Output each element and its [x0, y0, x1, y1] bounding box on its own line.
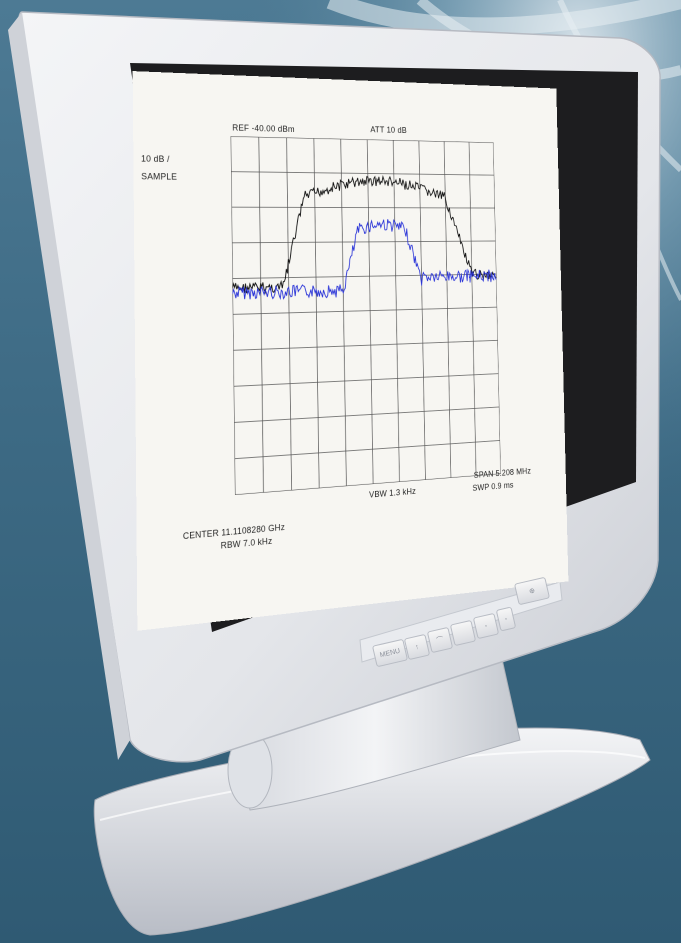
spectrum-analyzer-display: 10 dB / SAMPLE REF -40.00 dBm ATT 10 dB … — [133, 71, 569, 631]
vbw-label: VBW 1.3 kHz — [369, 486, 416, 499]
sweep-time-label: SWP 0.9 ms — [472, 480, 513, 493]
attenuation-label: ATT 10 dB — [370, 125, 407, 135]
mode-label: SAMPLE — [141, 171, 177, 181]
ref-level-label: REF -40.00 dBm — [232, 123, 295, 134]
rbw-label: RBW 7.0 kHz — [221, 536, 273, 551]
spectrum-plot — [231, 136, 501, 495]
scale-label: 10 dB / — [141, 154, 170, 164]
